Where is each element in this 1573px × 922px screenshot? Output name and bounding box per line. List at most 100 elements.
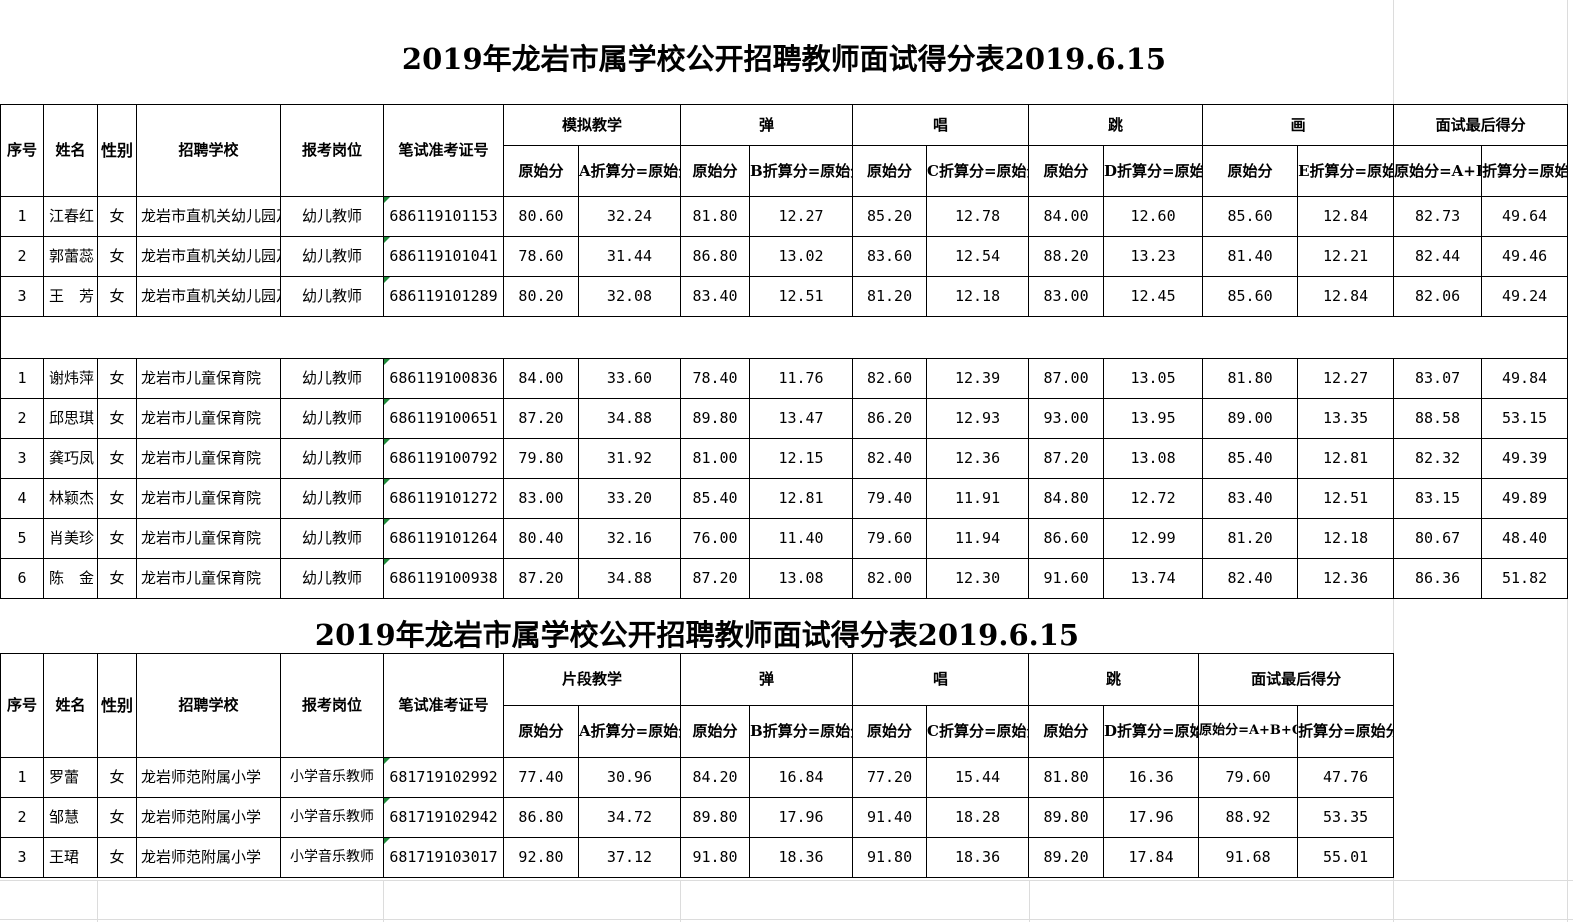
cell-converted-score[interactable]: 13.95 <box>1103 398 1204 439</box>
cell-converted-score[interactable]: 49.84 <box>1481 358 1569 399</box>
cell-converted-score[interactable]: 17.96 <box>1103 797 1200 838</box>
cell-raw-score[interactable]: 82.44 <box>1393 236 1483 277</box>
cell-raw-score[interactable]: 85.60 <box>1202 196 1299 237</box>
table-row[interactable]: 2郭蕾蕊女龙岩市直机关幼儿园及莲东分园幼儿教师68611910104178.60… <box>0 236 1569 277</box>
cell-raw-score[interactable]: 91.68 <box>1198 837 1299 878</box>
cell-exam-id[interactable]: 686119101153 <box>383 196 504 237</box>
cell-converted-score[interactable]: 53.15 <box>1481 398 1569 439</box>
cell-exam-id[interactable]: 681719102942 <box>383 797 504 838</box>
cell-converted-score[interactable]: 12.18 <box>1297 518 1395 559</box>
cell-exam-id[interactable]: 686119101041 <box>383 236 504 277</box>
cell-converted-score[interactable]: 12.93 <box>926 398 1030 439</box>
cell-converted-score[interactable]: 34.88 <box>577 558 682 599</box>
cell-gender[interactable]: 女 <box>97 196 137 237</box>
cell-exam-id[interactable]: 686119101264 <box>383 518 504 559</box>
cell-raw-score[interactable]: 79.40 <box>852 478 928 519</box>
cell-converted-score[interactable]: 13.35 <box>1297 398 1395 439</box>
cell-converted-score[interactable]: 55.01 <box>1297 837 1395 878</box>
cell-exam-id[interactable]: 681719102992 <box>383 757 504 798</box>
cell-raw-score[interactable]: 80.40 <box>503 518 579 559</box>
cell-raw-score[interactable]: 92.80 <box>503 837 579 878</box>
cell-raw-score[interactable]: 77.40 <box>503 757 579 798</box>
cell-name[interactable]: 江春红 <box>43 196 98 237</box>
table-row[interactable]: 3 王珺女龙岩师范附属小学 小学音乐教师 681719103017 92.80 37.12… <box>0 837 1395 878</box>
cell-seq[interactable]: 3 <box>0 276 44 317</box>
cell-gender[interactable]: 女 <box>97 518 137 559</box>
cell-raw-score[interactable]: 86.80 <box>680 236 751 277</box>
cell-raw-score[interactable]: 88.92 <box>1198 797 1299 838</box>
cell-converted-score[interactable]: 30.96 <box>577 757 682 798</box>
cell-raw-score[interactable]: 78.40 <box>680 358 751 399</box>
cell-raw-score[interactable]: 82.40 <box>1202 558 1299 599</box>
cell-converted-score[interactable]: 51.82 <box>1481 558 1569 599</box>
cell-converted-score[interactable]: 49.39 <box>1481 438 1569 479</box>
cell-converted-score[interactable]: 32.24 <box>577 196 682 237</box>
cell-name[interactable]: 陈 金 <box>43 558 98 599</box>
cell-gender[interactable]: 女 <box>97 797 137 838</box>
cell-converted-score[interactable]: 18.28 <box>926 797 1030 838</box>
cell-school[interactable]: 龙岩市儿童保育院 <box>136 478 281 519</box>
cell-raw-score[interactable]: 84.00 <box>503 358 579 399</box>
cell-raw-score[interactable]: 82.40 <box>852 438 928 479</box>
cell-converted-score[interactable]: 48.40 <box>1481 518 1569 559</box>
cell-converted-score[interactable]: 34.88 <box>577 398 682 439</box>
cell-raw-score[interactable]: 83.15 <box>1393 478 1483 519</box>
cell-raw-score[interactable]: 84.80 <box>1028 478 1105 519</box>
cell-raw-score[interactable]: 86.36 <box>1393 558 1483 599</box>
cell-raw-score[interactable]: 80.20 <box>503 276 579 317</box>
cell-raw-score[interactable]: 80.67 <box>1393 518 1483 559</box>
cell-raw-score[interactable]: 85.40 <box>1202 438 1299 479</box>
cell-converted-score[interactable]: 12.60 <box>1103 196 1204 237</box>
cell-converted-score[interactable]: 12.54 <box>926 236 1030 277</box>
cell-raw-score[interactable]: 82.00 <box>852 558 928 599</box>
cell-raw-score[interactable]: 87.00 <box>1028 358 1105 399</box>
cell-converted-score[interactable]: 34.72 <box>577 797 682 838</box>
cell-converted-score[interactable]: 12.27 <box>749 196 854 237</box>
cell-raw-score[interactable]: 79.80 <box>503 438 579 479</box>
cell-converted-score[interactable]: 12.45 <box>1103 276 1204 317</box>
cell-converted-score[interactable]: 12.81 <box>749 478 854 519</box>
cell-raw-score[interactable]: 91.40 <box>852 797 928 838</box>
cell-gender[interactable]: 女 <box>97 438 137 479</box>
cell-post[interactable]: 幼儿教师 <box>280 518 384 559</box>
cell-raw-score[interactable]: 89.80 <box>1028 797 1105 838</box>
cell-post[interactable]: 幼儿教师 <box>280 398 384 439</box>
cell-converted-score[interactable]: 12.36 <box>926 438 1030 479</box>
cell-name[interactable]: 谢炜萍 <box>43 358 98 399</box>
cell-converted-score[interactable]: 13.47 <box>749 398 854 439</box>
cell-post[interactable]: 幼儿教师 <box>280 358 384 399</box>
cell-school[interactable]: 龙岩市直机关幼儿园及莲东分园 <box>136 196 281 237</box>
cell-school[interactable]: 龙岩市儿童保育院 <box>136 438 281 479</box>
cell-post[interactable]: 小学音乐教师 <box>280 757 384 798</box>
cell-raw-score[interactable]: 89.20 <box>1028 837 1105 878</box>
cell-raw-score[interactable]: 81.80 <box>1202 358 1299 399</box>
cell-converted-score[interactable]: 31.44 <box>577 236 682 277</box>
cell-exam-id[interactable]: 681719103017 <box>383 837 504 878</box>
cell-exam-id[interactable]: 686119100836 <box>383 358 504 399</box>
cell-raw-score[interactable]: 84.00 <box>1028 196 1105 237</box>
cell-converted-score[interactable]: 13.02 <box>749 236 854 277</box>
table-row[interactable]: 4 林颖杰女龙岩市儿童保育院 幼儿教师 686119101272 83.00 33.20 8… <box>0 478 1569 519</box>
cell-converted-score[interactable]: 12.84 <box>1297 276 1395 317</box>
cell-post[interactable]: 小学音乐教师 <box>280 797 384 838</box>
cell-school[interactable]: 龙岩市儿童保育院 <box>136 558 281 599</box>
cell-raw-score[interactable]: 81.40 <box>1202 236 1299 277</box>
cell-converted-score[interactable]: 11.91 <box>926 478 1030 519</box>
cell-converted-score[interactable]: 32.16 <box>577 518 682 559</box>
cell-raw-score[interactable]: 86.60 <box>1028 518 1105 559</box>
cell-converted-score[interactable]: 33.60 <box>577 358 682 399</box>
cell-raw-score[interactable]: 82.06 <box>1393 276 1483 317</box>
cell-seq[interactable]: 4 <box>0 478 44 519</box>
cell-converted-score[interactable]: 12.30 <box>926 558 1030 599</box>
cell-gender[interactable]: 女 <box>97 398 137 439</box>
cell-converted-score[interactable]: 17.84 <box>1103 837 1200 878</box>
cell-converted-score[interactable]: 12.99 <box>1103 518 1204 559</box>
cell-post[interactable]: 幼儿教师 <box>280 236 384 277</box>
cell-name[interactable]: 王 芳 <box>43 276 98 317</box>
cell-raw-score[interactable]: 77.20 <box>852 757 928 798</box>
cell-name[interactable]: 龚巧凤 <box>43 438 98 479</box>
cell-raw-score[interactable]: 81.00 <box>680 438 751 479</box>
cell-post[interactable]: 小学音乐教师 <box>280 837 384 878</box>
cell-converted-score[interactable]: 12.78 <box>926 196 1030 237</box>
cell-raw-score[interactable]: 88.58 <box>1393 398 1483 439</box>
